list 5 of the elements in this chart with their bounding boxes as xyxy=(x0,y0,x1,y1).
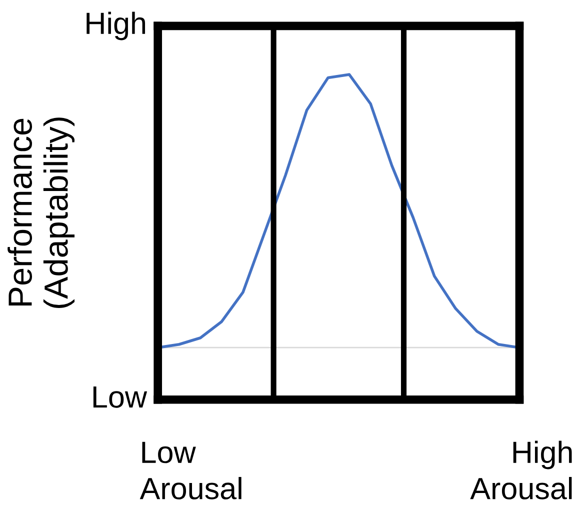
text: High xyxy=(86,12,146,40)
text: Low Arousal xyxy=(140,442,242,500)
text: High Arousal xyxy=(470,440,572,500)
text: Low xyxy=(93,386,148,408)
y-axis-title: Performance (Adaptability) xyxy=(8,118,75,308)
